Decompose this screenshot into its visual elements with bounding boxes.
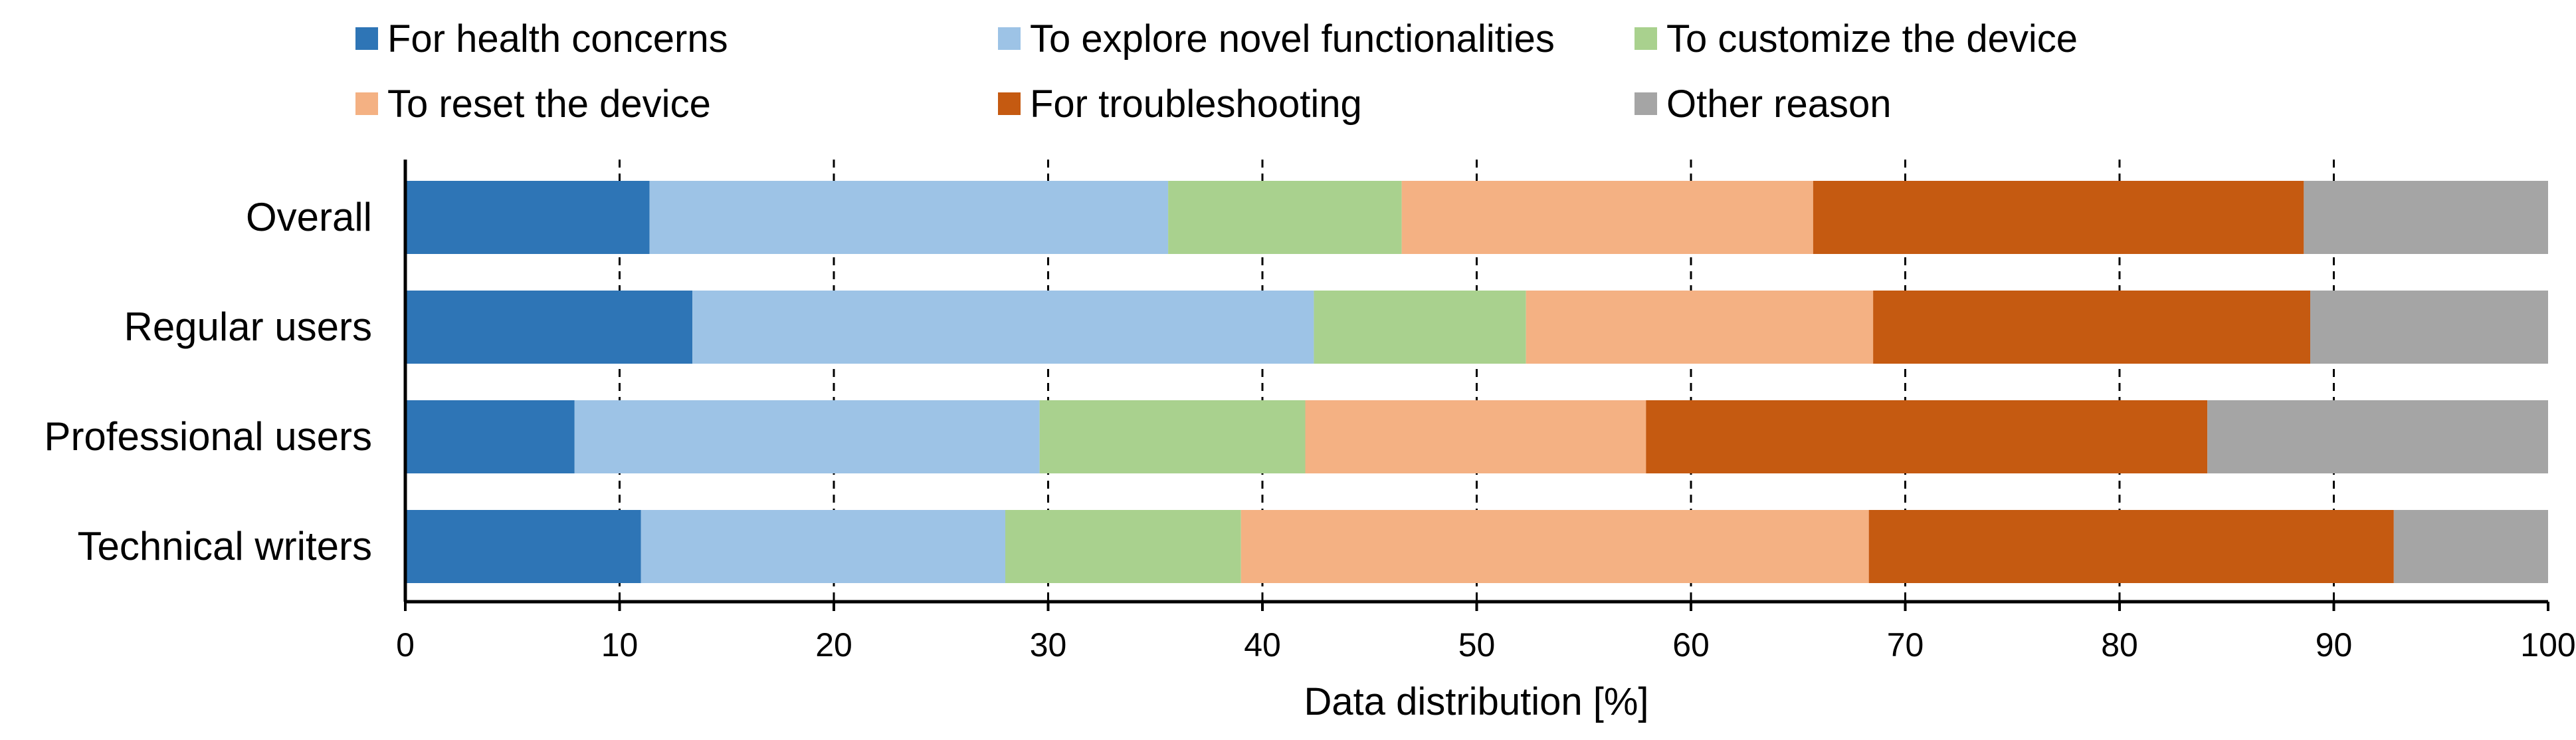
legend-label: For health concerns (387, 17, 728, 61)
bar-segment (1005, 510, 1241, 583)
y-tick-label: Regular users (124, 305, 372, 349)
legend-item: Other reason (1635, 82, 1892, 126)
x-tick-label: 100 (2520, 626, 2575, 664)
legend-swatch (1635, 27, 1657, 50)
bar-segment (1526, 291, 1874, 364)
bar-segment (649, 181, 1169, 254)
bar-segment (1401, 181, 1813, 254)
legend-swatch (998, 27, 1021, 50)
bar-segment (1646, 400, 2208, 473)
legend-label: To reset the device (387, 82, 711, 126)
x-tick-label: 40 (1244, 626, 1281, 664)
legend: For health concerns To explore novel func… (355, 17, 2078, 126)
bar-segment (405, 181, 650, 254)
bar-segment (405, 291, 693, 364)
bar-segment (405, 400, 575, 473)
legend-label: Other reason (1666, 82, 1892, 126)
x-tick-label: 90 (2316, 626, 2353, 664)
bar-segment (1039, 400, 1306, 473)
legend-swatch (355, 92, 378, 115)
x-tick-label: 70 (1887, 626, 1924, 664)
x-tick-label: 80 (2101, 626, 2138, 664)
legend-item: To reset the device (355, 82, 711, 126)
legend-item: For health concerns (355, 17, 728, 61)
legend-label: To explore novel functionalities (1030, 17, 1555, 61)
x-tick-labels: 0 10 20 30 40 50 60 70 80 90 100 (396, 626, 2576, 664)
legend-item: For troubleshooting (998, 82, 1362, 126)
bar-segment (1305, 400, 1646, 473)
y-tick-label: Technical writers (78, 524, 372, 568)
bar-segment (574, 400, 1040, 473)
bar-segment (1240, 510, 1869, 583)
bar-segment (405, 510, 641, 583)
legend-label: To customize the device (1666, 17, 2078, 61)
x-tick-label: 30 (1030, 626, 1067, 664)
legend-swatch (1635, 92, 1657, 115)
bar-segment (692, 291, 1314, 364)
legend-swatch (998, 92, 1021, 115)
legend-item: To explore novel functionalities (998, 17, 1555, 61)
x-tick-label: 20 (815, 626, 852, 664)
legend-label: For troubleshooting (1030, 82, 1362, 126)
x-tick-label: 60 (1672, 626, 1710, 664)
bar-segment (2207, 400, 2548, 473)
bar-segment (1314, 291, 1526, 364)
x-axis-label: Data distribution [%] (1304, 680, 1648, 723)
y-tick-label: Overall (246, 195, 372, 239)
y-tick-label: Professional users (44, 414, 372, 459)
legend-item: To customize the device (1635, 17, 2078, 61)
bars (405, 181, 2548, 583)
axes (403, 160, 2549, 611)
bar-segment (1868, 510, 2394, 583)
bar-segment (2310, 291, 2548, 364)
x-tick-label: 0 (396, 626, 415, 664)
bar-segment (2304, 181, 2548, 254)
legend-swatch (355, 27, 378, 50)
bar-segment (1873, 291, 2311, 364)
bar-segment (1813, 181, 2304, 254)
bar-segment (641, 510, 1005, 583)
bar-segment (1168, 181, 1402, 254)
x-tick-label: 10 (601, 626, 639, 664)
bar-segment (2393, 510, 2548, 583)
x-tick-label: 50 (1458, 626, 1496, 664)
y-tick-labels: Overall Regular users Professional users Te… (44, 195, 372, 568)
